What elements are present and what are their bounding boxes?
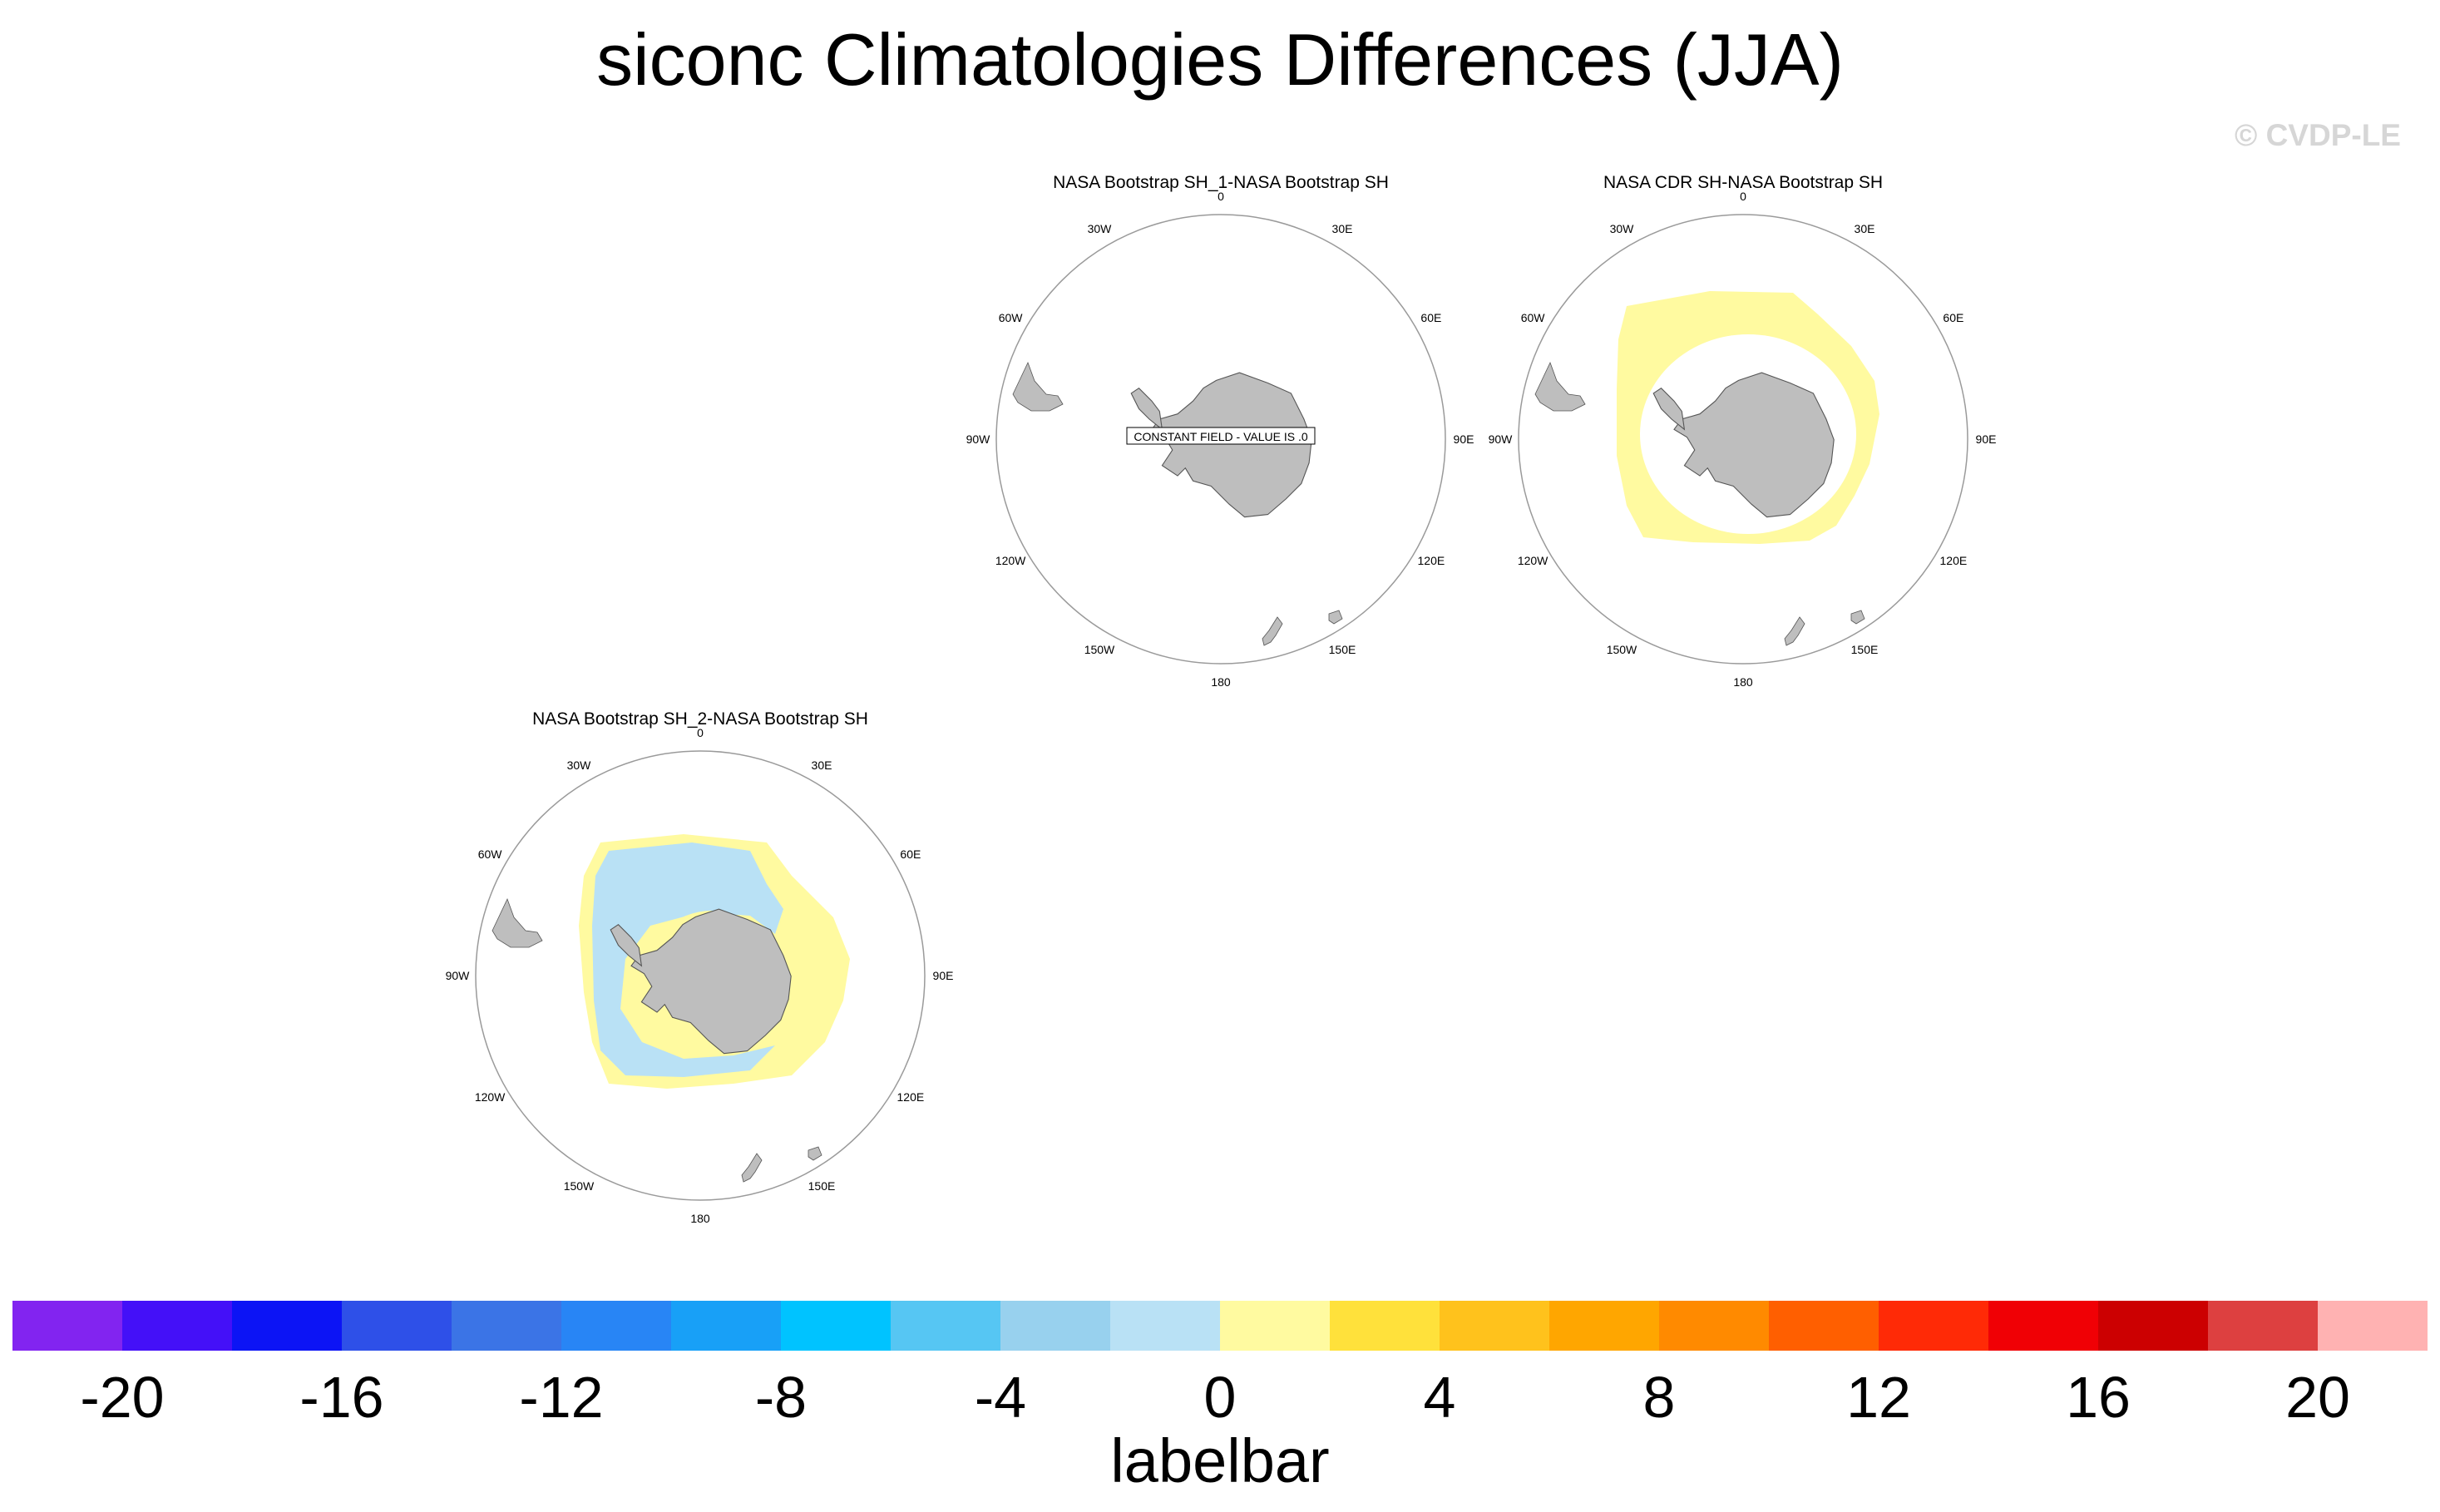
labelbar-swatch — [891, 1301, 1001, 1351]
longitude-label: 60E — [1943, 311, 1963, 324]
labelbar-swatch — [2208, 1301, 2319, 1351]
labelbar-swatch — [2318, 1301, 2428, 1351]
longitude-label: 150W — [564, 1179, 595, 1193]
labelbar-swatch — [232, 1301, 343, 1351]
longitude-label: 30W — [1088, 222, 1113, 235]
copyright-label: © CVDP-LE — [2235, 118, 2401, 152]
longitude-label: 60E — [900, 847, 921, 861]
longitude-label: 0 — [1740, 190, 1746, 203]
labelbar-tick-label: -20 — [80, 1365, 165, 1430]
longitude-label: 30E — [1332, 222, 1353, 235]
labelbar-swatch — [1769, 1301, 1879, 1351]
longitude-label: 60W — [999, 311, 1024, 324]
antarctica-landmass — [610, 924, 643, 967]
labelbar-swatch — [1440, 1301, 1550, 1351]
labelbar-swatch — [1879, 1301, 1989, 1351]
labelbar-tick-label: 4 — [1423, 1365, 1456, 1430]
labelbar-swatch — [452, 1301, 562, 1351]
page-title: siconc Climatologies Differences (JJA) — [596, 18, 1844, 101]
longitude-label: 120E — [897, 1090, 925, 1104]
longitude-label: 180 — [1733, 675, 1753, 689]
longitude-label: 120E — [1940, 554, 1968, 567]
labelbar-swatch — [671, 1301, 782, 1351]
longitude-label: 150W — [1607, 643, 1637, 656]
labelbar-swatch — [1220, 1301, 1331, 1351]
longitude-label: 150E — [808, 1179, 836, 1193]
longitude-label: 90W — [446, 969, 471, 982]
labelbar-swatch — [781, 1301, 892, 1351]
longitude-label: 90W — [966, 432, 991, 446]
labelbar-swatch — [122, 1301, 233, 1351]
labelbar-swatch — [1110, 1301, 1221, 1351]
labelbar-swatch — [1330, 1301, 1440, 1351]
longitude-label: 30E — [812, 758, 832, 772]
landmass — [1012, 361, 1064, 412]
polar-map-panel-3: 0 30E 60E 90E 120E 150E 180 150W 120W 90W 60W 30W — [446, 726, 954, 1225]
antarctica-landmass — [1652, 388, 1686, 431]
labelbar-tick-label: -12 — [519, 1365, 604, 1430]
color-labelbar — [12, 1301, 2428, 1351]
longitude-label: 150E — [1329, 643, 1356, 656]
landmass — [808, 1146, 822, 1161]
labelbar-title: labelbar — [1110, 1426, 1330, 1495]
panel-3-title: NASA Bootstrap SH_2-NASA Bootstrap SH — [532, 709, 868, 729]
longitude-label: 180 — [1211, 675, 1231, 689]
panel-2-title: NASA CDR SH-NASA Bootstrap SH — [1603, 173, 1884, 192]
negative-anomaly-region — [592, 842, 783, 1077]
landmass — [741, 1153, 763, 1183]
labelbar-swatch — [1549, 1301, 1660, 1351]
longitude-label: 60E — [1420, 311, 1441, 324]
longitude-label: 150E — [1851, 643, 1879, 656]
longitude-label: 60W — [1521, 311, 1546, 324]
polar-map-panel-1: 0 30E 60E 90E 120E 150E 180 150W 120W 90W 60W 30W CO… — [966, 190, 1474, 689]
landmass — [1850, 610, 1865, 625]
longitude-label: 120W — [1518, 554, 1548, 567]
constant-field-note: CONSTANT FIELD - VALUE IS .0 — [1134, 430, 1307, 443]
landmass — [1262, 616, 1283, 646]
labelbar-tick-label: -8 — [754, 1365, 808, 1430]
landmass — [1784, 616, 1805, 646]
labelbar-tick-label: -4 — [974, 1365, 1027, 1430]
longitude-label: 30W — [567, 758, 592, 772]
longitude-label: 0 — [1218, 190, 1224, 203]
longitude-label: 90W — [1489, 432, 1514, 446]
longitude-label: 120E — [1418, 554, 1445, 567]
labelbar-swatch — [2098, 1301, 2209, 1351]
longitude-label: 120W — [995, 554, 1026, 567]
longitude-label: 150W — [1084, 643, 1115, 656]
labelbar-tick-label: 12 — [1846, 1365, 1911, 1430]
longitude-label: 30W — [1610, 222, 1635, 235]
labelbar-tick-label: 8 — [1642, 1365, 1676, 1430]
longitude-label: 120W — [475, 1090, 506, 1104]
antarctica-landmass — [1130, 388, 1163, 431]
labelbar-tick-label: 0 — [1203, 1365, 1237, 1430]
longitude-label: 0 — [697, 726, 704, 739]
labelbar-tick-label: 20 — [2285, 1365, 2350, 1430]
panel-1-title: NASA Bootstrap SH_1-NASA Bootstrap SH — [1053, 173, 1389, 192]
longitude-label: 30E — [1855, 222, 1875, 235]
labelbar-tick-label: 16 — [2066, 1365, 2131, 1430]
longitude-label: 60W — [478, 847, 503, 861]
labelbar-swatch — [12, 1301, 123, 1351]
landmass — [1328, 610, 1343, 625]
longitude-label: 90E — [1454, 432, 1474, 446]
longitude-label: 180 — [690, 1212, 710, 1225]
labelbar-swatch — [1988, 1301, 2099, 1351]
polar-map-panel-2: 0 30E 60E 90E 120E 150E 180 150W 120W 90W 60W 30W — [1489, 190, 1997, 689]
labelbar-swatch — [342, 1301, 452, 1351]
longitude-label: 90E — [933, 969, 954, 982]
landmass — [491, 897, 543, 948]
labelbar-tick-label: -16 — [299, 1365, 384, 1430]
labelbar-ticks: -20 -16 -12 -8 -4 0 4 8 12 16 20 — [0, 1364, 2440, 1439]
labelbar-swatch — [1000, 1301, 1111, 1351]
landmass — [1534, 361, 1586, 412]
labelbar-swatch — [1659, 1301, 1770, 1351]
longitude-label: 90E — [1976, 432, 1997, 446]
labelbar-swatch — [561, 1301, 672, 1351]
